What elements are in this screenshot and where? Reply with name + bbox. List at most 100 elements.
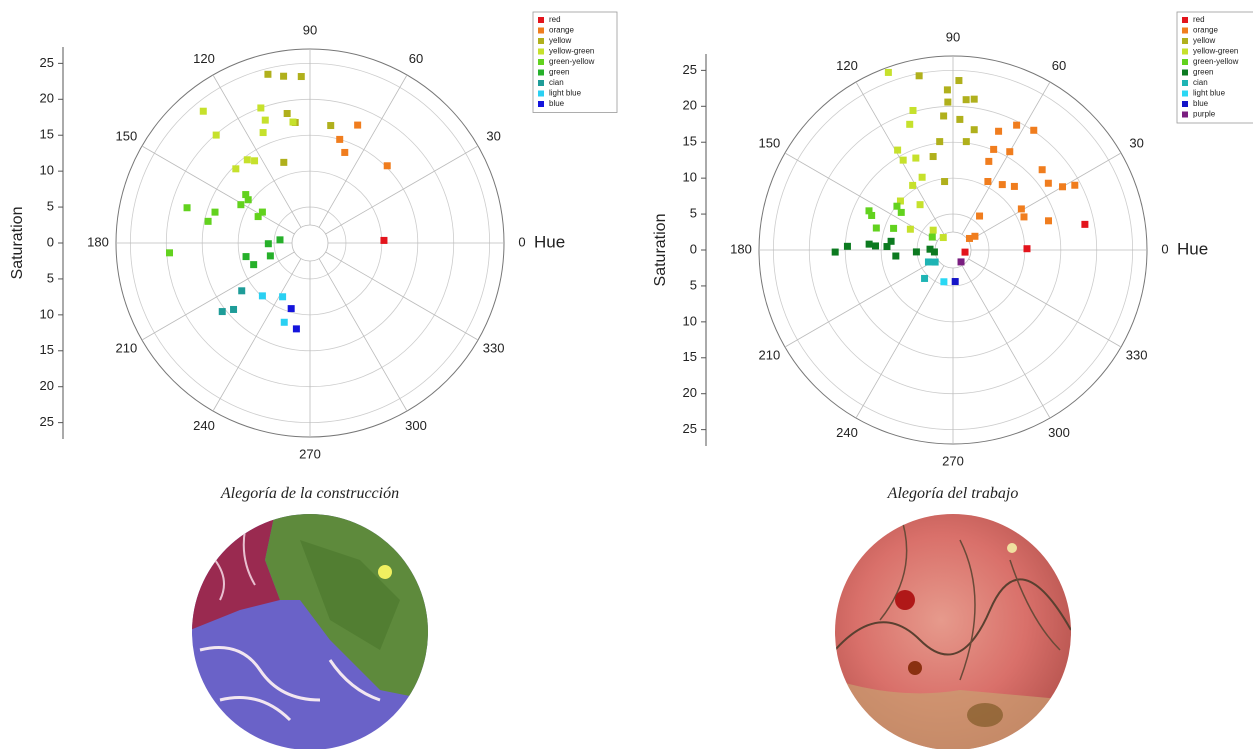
- r-tick-label: 20: [683, 385, 697, 400]
- legend-swatch: [1182, 27, 1188, 34]
- data-point: [872, 242, 880, 250]
- theta-axis-label: Hue: [534, 232, 565, 251]
- grid-spoke: [141, 251, 295, 341]
- theta-tick-label: 90: [946, 29, 960, 44]
- data-point: [940, 112, 948, 120]
- theta-tick-label: 240: [193, 418, 215, 433]
- grid-spoke: [212, 74, 302, 228]
- r-axis-label: Saturation: [652, 214, 669, 287]
- grid-spoke: [318, 258, 408, 412]
- data-point: [956, 115, 964, 123]
- theta-tick-label: 330: [1126, 347, 1148, 362]
- r-tick-label: 5: [47, 199, 54, 214]
- data-point: [238, 287, 246, 295]
- grid-spoke: [784, 152, 938, 242]
- legend-swatch: [1182, 59, 1188, 65]
- theta-tick-label: 120: [193, 51, 215, 66]
- data-point: [380, 236, 388, 244]
- data-point: [957, 258, 965, 266]
- theta-tick-label: 90: [303, 22, 317, 37]
- theta-tick-label: 0: [518, 234, 525, 249]
- legend-swatch: [538, 69, 544, 76]
- data-point: [183, 204, 191, 212]
- data-point: [976, 212, 984, 220]
- legend-swatch: [1182, 80, 1188, 86]
- r-tick-label: 5: [690, 277, 697, 292]
- legend-swatch: [1182, 90, 1188, 97]
- data-point: [258, 208, 266, 216]
- theta-tick-label: 120: [836, 58, 858, 73]
- legend-swatch: [538, 38, 544, 44]
- data-point: [865, 240, 873, 248]
- theta-tick-label: 30: [486, 128, 500, 143]
- grid-spoke: [141, 145, 295, 235]
- data-point: [280, 72, 288, 80]
- data-point: [283, 110, 291, 118]
- data-point: [912, 248, 920, 256]
- theta-tick-label: 180: [730, 241, 752, 256]
- r-tick-label: 20: [40, 378, 54, 393]
- theta-tick-label: 240: [836, 425, 858, 440]
- r-tick-label: 10: [683, 313, 697, 328]
- micrograph: [835, 514, 1071, 749]
- data-point: [995, 127, 1003, 135]
- data-point: [1023, 245, 1031, 253]
- legend-swatch: [538, 48, 544, 55]
- grid-spoke: [212, 258, 302, 412]
- data-point: [257, 104, 265, 112]
- grid-spoke: [318, 74, 408, 228]
- data-point: [212, 131, 220, 139]
- data-point: [906, 120, 914, 128]
- legend-swatch: [1182, 48, 1188, 55]
- legend-label: orange: [549, 26, 574, 35]
- legend-label: light blue: [1193, 89, 1226, 98]
- legend-swatch: [1182, 111, 1188, 118]
- data-point: [941, 178, 949, 186]
- center-hole: [291, 224, 329, 262]
- data-point: [924, 258, 932, 266]
- r-tick-label: 15: [683, 349, 697, 364]
- data-point: [893, 202, 901, 210]
- data-point: [279, 293, 287, 301]
- data-point: [230, 305, 238, 313]
- data-point: [984, 177, 992, 185]
- data-point: [955, 77, 963, 85]
- legend-label: yellow-green: [549, 47, 594, 56]
- data-point: [289, 118, 297, 126]
- r-tick-label: 15: [683, 134, 697, 149]
- grid-spoke: [968, 152, 1122, 242]
- data-point: [943, 86, 951, 94]
- grid-spoke: [784, 258, 938, 348]
- data-point: [1006, 148, 1014, 156]
- theta-tick-label: 300: [1048, 425, 1070, 440]
- data-point: [872, 224, 880, 232]
- data-point: [906, 225, 914, 233]
- data-point: [218, 308, 226, 316]
- data-point: [199, 107, 207, 115]
- data-point: [909, 106, 917, 114]
- data-point: [1010, 182, 1018, 190]
- data-point: [930, 248, 938, 256]
- data-point: [242, 253, 250, 261]
- data-point: [961, 248, 969, 256]
- data-point: [939, 234, 947, 242]
- legend-label: green: [549, 68, 569, 77]
- legend-swatch: [538, 90, 544, 97]
- r-tick-label: 25: [40, 55, 54, 70]
- data-point: [965, 234, 973, 242]
- data-point: [1044, 179, 1052, 187]
- theta-tick-label: 30: [1129, 135, 1143, 150]
- data-point: [926, 245, 934, 253]
- data-point: [276, 236, 284, 244]
- grid-spoke: [325, 145, 479, 235]
- legend-swatch: [538, 101, 544, 107]
- legend-label: red: [549, 15, 561, 24]
- r-tick-label: 0: [47, 234, 54, 249]
- grid-spoke: [961, 265, 1051, 419]
- data-point: [1045, 217, 1053, 225]
- theta-tick-label: 60: [409, 51, 423, 66]
- r-tick-label: 25: [683, 62, 697, 77]
- data-point: [264, 70, 272, 78]
